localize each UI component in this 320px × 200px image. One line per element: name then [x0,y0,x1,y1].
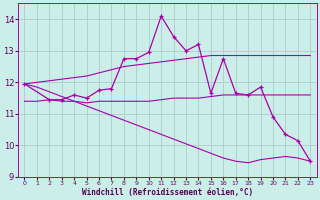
X-axis label: Windchill (Refroidissement éolien,°C): Windchill (Refroidissement éolien,°C) [82,188,253,197]
